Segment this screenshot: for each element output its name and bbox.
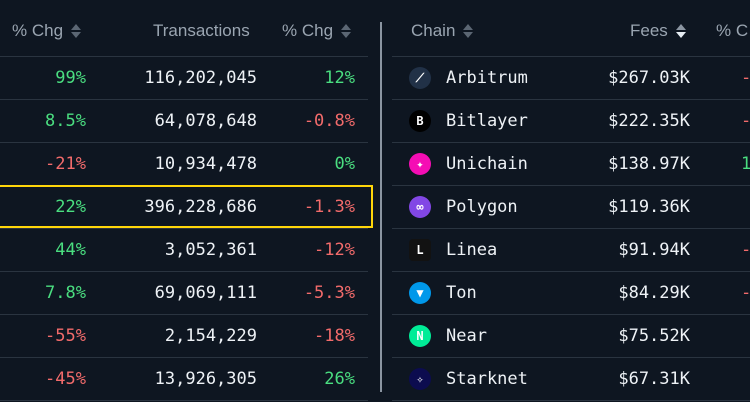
header-chg-2[interactable]: % Chg xyxy=(282,18,352,44)
cell-chain-name[interactable]: Ton xyxy=(446,283,477,303)
cell-chain-name[interactable]: Unichain xyxy=(446,154,528,174)
cell-chg-2: -18% xyxy=(314,326,355,346)
cell-chg-3: - xyxy=(741,283,750,303)
header-chain-label: Chain xyxy=(411,21,456,40)
row-divider xyxy=(0,271,368,272)
row-highlight-box xyxy=(0,185,373,228)
arbitrum-icon: ⟋ xyxy=(409,67,431,89)
cell-chg-1: 44% xyxy=(55,240,86,260)
cell-chg-3: 1 xyxy=(741,154,750,174)
cell-fees: $91.94K xyxy=(618,240,690,260)
linea-icon: L xyxy=(409,239,431,261)
ton-icon: ▼ xyxy=(409,282,431,304)
cell-transactions: 3,052,361 xyxy=(164,240,257,260)
row-divider xyxy=(0,56,368,57)
header-transactions-label: Transactions xyxy=(153,21,250,40)
cell-chg-3: - xyxy=(741,240,750,260)
cell-chg-2: -0.8% xyxy=(303,111,355,131)
table-divider xyxy=(380,22,382,392)
cell-transactions: 69,069,111 xyxy=(154,283,257,303)
cell-chg-1: 7.8% xyxy=(45,283,86,303)
row-divider xyxy=(392,56,750,57)
header-chg-3[interactable]: % C xyxy=(716,18,748,44)
cell-chg-2: -5.3% xyxy=(303,283,355,303)
cell-chg-2: 12% xyxy=(324,68,355,88)
cell-fees: $84.29K xyxy=(618,283,690,303)
cell-fees: $119.36K xyxy=(608,197,690,217)
header-fees[interactable]: Fees xyxy=(630,18,686,44)
cell-chg-3: - xyxy=(741,68,750,88)
row-divider xyxy=(392,314,750,315)
cell-chg-2: -12% xyxy=(314,240,355,260)
cell-chg-1: -45% xyxy=(45,369,86,389)
cell-chg-1: -21% xyxy=(45,154,86,174)
cell-chg-2: 0% xyxy=(334,154,355,174)
sort-icon xyxy=(341,24,352,38)
cell-chain-name[interactable]: Near xyxy=(446,326,487,346)
cell-chg-3: - xyxy=(741,111,750,131)
header-chg-1-label: % Chg xyxy=(12,21,64,40)
row-divider xyxy=(392,357,750,358)
row-divider xyxy=(392,228,750,229)
row-divider xyxy=(392,142,750,143)
bitlayer-icon: B xyxy=(409,110,431,132)
sort-desc-icon xyxy=(675,24,686,38)
row-divider xyxy=(0,357,368,358)
header-chg-3-label: % C xyxy=(716,21,749,40)
row-divider xyxy=(0,142,368,143)
polygon-icon: ∞ xyxy=(409,196,431,218)
cell-chg-1: -55% xyxy=(45,326,86,346)
cell-chg-2: 26% xyxy=(324,369,355,389)
cell-transactions: 116,202,045 xyxy=(144,68,257,88)
cell-chain-name[interactable]: Starknet xyxy=(446,369,528,389)
header-transactions[interactable]: Transactions xyxy=(153,18,250,44)
sort-icon xyxy=(463,24,474,38)
cell-transactions: 64,078,648 xyxy=(154,111,257,131)
header-chg-2-label: % Chg xyxy=(282,21,334,40)
cell-fees: $75.52K xyxy=(618,326,690,346)
cell-chg-1: 22% xyxy=(55,197,86,217)
cell-chain-name[interactable]: Arbitrum xyxy=(446,68,528,88)
cell-fees: $267.03K xyxy=(608,68,690,88)
header-chain[interactable]: Chain xyxy=(411,18,474,44)
unichain-icon: ✦ xyxy=(409,153,431,175)
cell-transactions: 2,154,229 xyxy=(164,326,257,346)
cell-fees: $222.35K xyxy=(608,111,690,131)
cell-chain-name[interactable]: Polygon xyxy=(446,197,518,217)
cell-chg-1: 8.5% xyxy=(45,111,86,131)
sort-icon xyxy=(71,24,82,38)
header-fees-label: Fees xyxy=(630,21,668,40)
near-icon: N xyxy=(409,325,431,347)
cell-fees: $67.31K xyxy=(618,369,690,389)
row-divider xyxy=(0,99,368,100)
row-divider xyxy=(0,400,368,401)
cell-chg-2: -1.3% xyxy=(303,197,355,217)
cell-chain-name[interactable]: Bitlayer xyxy=(446,111,528,131)
starknet-icon: ✧ xyxy=(409,368,431,390)
row-divider xyxy=(392,271,750,272)
cell-transactions: 13,926,305 xyxy=(154,369,257,389)
row-divider xyxy=(0,228,368,229)
cell-transactions: 396,228,686 xyxy=(144,197,257,217)
cell-transactions: 10,934,478 xyxy=(154,154,257,174)
row-divider xyxy=(392,185,750,186)
row-divider xyxy=(392,99,750,100)
cell-chain-name[interactable]: Linea xyxy=(446,240,498,260)
row-divider xyxy=(0,314,368,315)
header-chg-1[interactable]: % Chg xyxy=(12,18,82,44)
cell-chg-1: 99% xyxy=(55,68,86,88)
row-divider xyxy=(392,400,750,401)
cell-fees: $138.97K xyxy=(608,154,690,174)
